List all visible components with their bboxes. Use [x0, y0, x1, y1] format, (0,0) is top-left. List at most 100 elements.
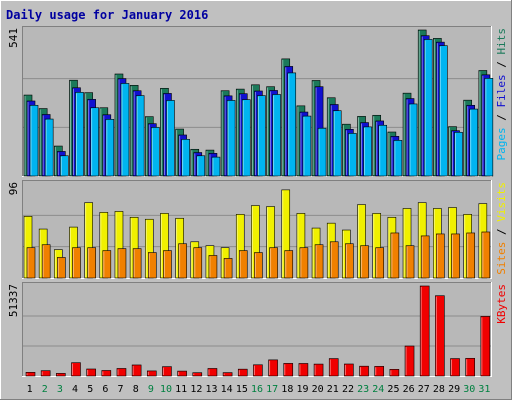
x-tick-label: 27: [418, 384, 430, 395]
bar-sites-day-6: [102, 250, 112, 279]
bar-kbytes-day-30: [465, 357, 475, 377]
bar-kbytes-day-5: [86, 368, 96, 377]
bar-kbytes-day-18: [283, 363, 294, 377]
bar-kbytes-day-9: [146, 370, 157, 377]
x-tick-label: 30: [463, 384, 475, 395]
bar-pages-day-22: [348, 133, 357, 177]
x-tick-label: 4: [72, 384, 78, 395]
x-tick-label: 24: [372, 384, 384, 395]
bar-pages-day-7: [120, 83, 130, 177]
bar-sites-day-17: [269, 247, 278, 279]
bar-pages-day-23: [363, 126, 372, 177]
bar-sites-day-12: [193, 247, 203, 279]
bar-pages-day-19: [302, 115, 312, 177]
legend-hits: Hits: [495, 28, 508, 55]
y-max-label: 51337: [7, 284, 20, 317]
panel-1: 541 Pages / Files / Hits: [7, 26, 508, 177]
bar-kbytes-day-13: [207, 368, 218, 377]
bar-kbytes-day-23: [359, 365, 369, 377]
bar-kbytes-day-15: [237, 368, 248, 377]
x-tick-label: 13: [205, 384, 217, 395]
bar-kbytes-day-26: [404, 345, 415, 377]
bar-pages-day-6: [105, 119, 115, 177]
bar-kbytes-day-22: [344, 363, 354, 377]
x-tick-label: 18: [281, 384, 293, 395]
bar-sites-day-23: [360, 245, 369, 279]
bar-kbytes-day-19: [298, 363, 309, 377]
x-tick-label: 28: [433, 384, 445, 395]
bar-kbytes-day-28: [435, 295, 445, 377]
bar-kbytes-day-17: [268, 359, 278, 377]
x-tick-label: 25: [387, 384, 399, 395]
bar-sites-day-25: [390, 232, 400, 279]
bar-sites-day-29: [451, 233, 460, 279]
bar-kbytes-day-2: [40, 370, 51, 377]
x-tick-label: 21: [327, 384, 339, 395]
x-tick-label: 22: [342, 384, 354, 395]
y-max-label: 541: [7, 28, 20, 48]
bar-kbytes-day-14: [222, 372, 233, 377]
bar-pages-day-31: [484, 78, 494, 177]
bar-sites-day-15: [238, 250, 248, 279]
bar-kbytes-day-6: [101, 370, 112, 377]
bar-pages-day-11: [181, 138, 190, 177]
bar-pages-day-1: [29, 104, 39, 177]
bar-sites-day-27: [420, 235, 430, 279]
bar-sites-day-24: [375, 247, 385, 279]
x-tick-label: 31: [478, 384, 490, 395]
bar-pages-day-24: [378, 124, 388, 177]
bar-pages-day-20: [317, 127, 327, 177]
bar-pages-day-26: [408, 103, 418, 177]
x-tick-label: 20: [312, 384, 324, 395]
x-tick-label: 12: [190, 384, 202, 395]
bar-sites-day-22: [345, 243, 354, 279]
bar-kbytes-day-11: [177, 370, 187, 377]
bar-sites-day-7: [117, 248, 127, 279]
bar-pages-day-16: [257, 95, 266, 177]
legend-sites: Sites: [495, 242, 508, 275]
x-tick-label: 5: [87, 384, 93, 395]
x-tick-label: 10: [160, 384, 172, 395]
bar-pages-day-30: [469, 108, 478, 177]
bar-kbytes-day-7: [116, 368, 127, 377]
x-tick-label: 8: [133, 384, 139, 395]
bar-sites-day-31: [481, 231, 491, 279]
bar-pages-day-25: [393, 140, 403, 177]
x-tick-label: 14: [221, 384, 233, 395]
x-tick-label: 26: [403, 384, 415, 395]
x-tick-label: 15: [236, 384, 248, 395]
bar-kbytes-day-31: [480, 316, 491, 377]
bar-kbytes-day-3: [56, 373, 66, 377]
x-tick-label: 19: [296, 384, 308, 395]
legend: Pages / Files / Hits: [495, 28, 508, 161]
bar-sites-day-14: [223, 258, 233, 279]
bar-sites-day-2: [41, 244, 51, 279]
bar-pages-day-5: [90, 107, 99, 177]
bar-sites-day-16: [254, 252, 263, 279]
bar-kbytes-day-4: [71, 362, 81, 377]
bar-sites-day-1: [26, 247, 36, 279]
bar-kbytes-day-29: [450, 358, 460, 377]
bar-kbytes-day-21: [328, 358, 339, 377]
chart-title: Daily usage for January 2016: [6, 8, 208, 22]
legend-kbytes: KBytes: [495, 284, 508, 324]
bar-kbytes-day-10: [162, 366, 172, 377]
x-tick-label: 17: [266, 384, 278, 395]
bar-pages-day-13: [211, 156, 221, 177]
bar-sites-day-19: [299, 247, 309, 279]
bar-kbytes-day-8: [131, 364, 142, 377]
bar-pages-day-4: [75, 92, 84, 177]
bar-sites-day-8: [132, 248, 142, 279]
bar-sites-day-4: [72, 247, 81, 279]
bar-pages-day-14: [226, 100, 236, 177]
bar-pages-day-2: [44, 118, 54, 177]
legend-separator: /: [495, 108, 508, 128]
bar-sites-day-21: [329, 241, 339, 279]
bar-sites-day-30: [466, 232, 475, 279]
x-tick-label: 9: [148, 384, 154, 395]
x-tick-label: 3: [57, 384, 63, 395]
bar-pages-day-27: [423, 39, 433, 177]
bar-pages-day-8: [135, 95, 145, 177]
legend-files: Files: [495, 74, 508, 107]
